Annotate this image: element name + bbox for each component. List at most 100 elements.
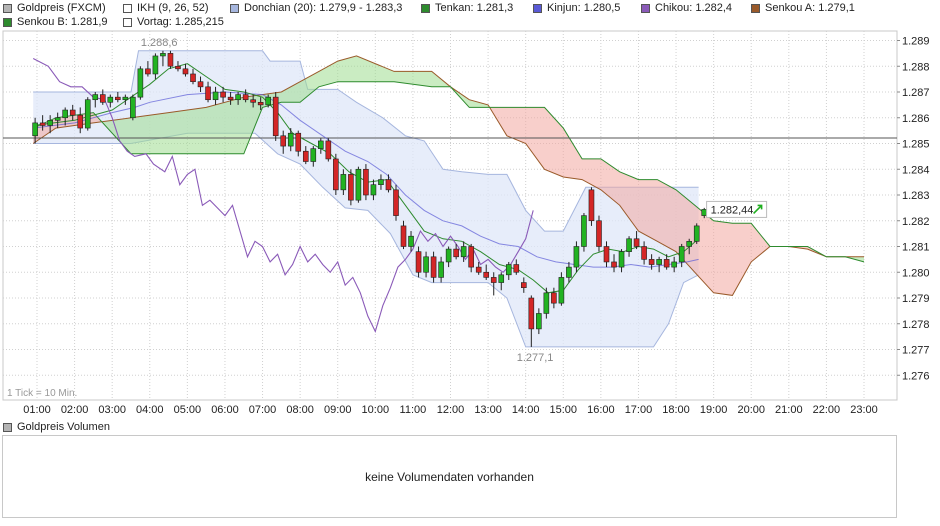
extreme-price-label: 1.288,6 xyxy=(141,37,178,49)
candle xyxy=(122,94,129,105)
chart-legend: Goldpreis (FXCM) IKH (9, 26, 52) Donchia… xyxy=(0,0,940,30)
candle-body-up xyxy=(423,256,429,273)
legend-item-ikh[interactable]: IKH (9, 26, 52) xyxy=(123,1,209,15)
candle-body-down xyxy=(39,122,46,126)
candle-body-up xyxy=(235,94,241,101)
candle-body-down xyxy=(648,259,655,265)
candle xyxy=(130,94,136,121)
candle xyxy=(460,241,467,262)
kumo-bearish-fill xyxy=(490,107,771,296)
legend-swatch xyxy=(533,3,542,13)
candle xyxy=(656,256,662,273)
candle xyxy=(588,187,595,226)
candle-body-down xyxy=(302,150,309,162)
legend-swatch xyxy=(123,17,132,27)
candle xyxy=(543,287,550,319)
candle xyxy=(325,138,332,162)
candle xyxy=(693,223,700,244)
y-tick-label: 1.276 xyxy=(902,370,930,382)
candle-body-down xyxy=(190,73,196,82)
extreme-price-label: 1.277,1 xyxy=(517,352,554,364)
candle xyxy=(528,295,535,347)
y-tick-label: 1.280 xyxy=(902,267,930,279)
candle-body-down xyxy=(115,96,121,101)
candle xyxy=(318,138,324,154)
candle xyxy=(536,308,542,335)
legend-label: IKH (9, 26, 52) xyxy=(137,2,209,14)
candle-body-up xyxy=(265,96,271,106)
x-tick-label: 18:00 xyxy=(662,404,690,416)
candle xyxy=(558,272,565,306)
candle-body-up xyxy=(160,53,166,57)
candle-body-up xyxy=(671,261,677,268)
candle-body-up xyxy=(678,246,685,263)
candle-body-down xyxy=(227,96,234,101)
candle xyxy=(513,259,520,275)
candle xyxy=(596,215,602,252)
candle-body-down xyxy=(333,158,339,191)
legend-swatch xyxy=(751,3,760,13)
legend-item-senkou-a[interactable]: Senkou A: 1.279,1 xyxy=(751,1,855,15)
candle xyxy=(115,92,121,103)
legend-label: Vortag: 1.285,215 xyxy=(137,16,224,28)
y-tick-label: 1.286 xyxy=(902,113,930,125)
candle xyxy=(370,179,377,201)
candle xyxy=(393,184,399,221)
candle xyxy=(190,68,196,85)
price-chart[interactable]: 1.289 1.288 1.287 1.286 1.285 1.284 1.283 1.282… xyxy=(0,0,940,420)
candle xyxy=(498,272,505,291)
x-tick-label: 05:00 xyxy=(174,404,202,416)
candle-body-down xyxy=(348,174,354,201)
candle-body-down xyxy=(415,251,422,273)
candle xyxy=(618,249,625,273)
candle-body-down xyxy=(242,94,249,101)
candle-body-down xyxy=(468,246,474,268)
legend-item-senkou-b[interactable]: Senkou B: 1.281,9 xyxy=(3,15,108,29)
candle-body-down xyxy=(453,248,459,258)
candle-body-down xyxy=(551,292,557,304)
candle xyxy=(242,89,249,103)
candle xyxy=(400,220,407,250)
volume-legend-label: Goldpreis Volumen xyxy=(17,421,110,433)
legend-item-chikou[interactable]: Chikou: 1.282,4 xyxy=(641,1,732,15)
candle-body-up xyxy=(581,215,587,247)
candle-body-up xyxy=(505,264,512,276)
legend-item-kinjun[interactable]: Kinjun: 1.280,5 xyxy=(533,1,620,15)
x-tick-label: 04:00 xyxy=(136,404,164,416)
candle xyxy=(310,146,317,167)
candle xyxy=(107,94,114,108)
candle xyxy=(423,251,429,278)
legend-label: Kinjun: 1.280,5 xyxy=(547,2,621,14)
candle xyxy=(385,174,392,193)
y-tick-label: 1.287 xyxy=(902,87,930,99)
candle-body-down xyxy=(205,86,211,101)
candle xyxy=(573,241,580,273)
candle xyxy=(648,254,655,270)
candle-body-up xyxy=(573,246,580,268)
candle xyxy=(566,261,572,283)
candle-body-down xyxy=(250,99,256,103)
candle-body-up xyxy=(54,117,61,121)
y-tick-label: 1.279 xyxy=(902,293,930,305)
candle xyxy=(521,277,527,293)
candle-body-down xyxy=(99,94,106,103)
x-tick-label: 03:00 xyxy=(98,404,126,416)
legend-item-vortag[interactable]: Vortag: 1.285,215 xyxy=(123,15,224,29)
candle-body-down xyxy=(603,246,610,263)
candle xyxy=(603,241,610,268)
x-tick-label: 21:00 xyxy=(775,404,803,416)
legend-item-goldpreis[interactable]: Goldpreis (FXCM) xyxy=(3,1,106,15)
candle-body-down xyxy=(197,81,204,88)
candle xyxy=(182,63,189,77)
candle xyxy=(197,76,204,92)
legend-label: Senkou A: 1.279,1 xyxy=(765,2,855,14)
candle-body-down xyxy=(272,96,279,137)
legend-label: Tenkan: 1.281,3 xyxy=(435,2,514,14)
candle xyxy=(220,86,226,103)
candle-body-up xyxy=(445,248,452,263)
legend-item-tenkan[interactable]: Tenkan: 1.281,3 xyxy=(421,1,513,15)
candle-body-down xyxy=(521,282,527,288)
candle-body-up xyxy=(536,313,542,330)
legend-item-donchian[interactable]: Donchian (20): 1.279,9 - 1.283,3 xyxy=(230,1,402,15)
candle xyxy=(686,238,693,255)
